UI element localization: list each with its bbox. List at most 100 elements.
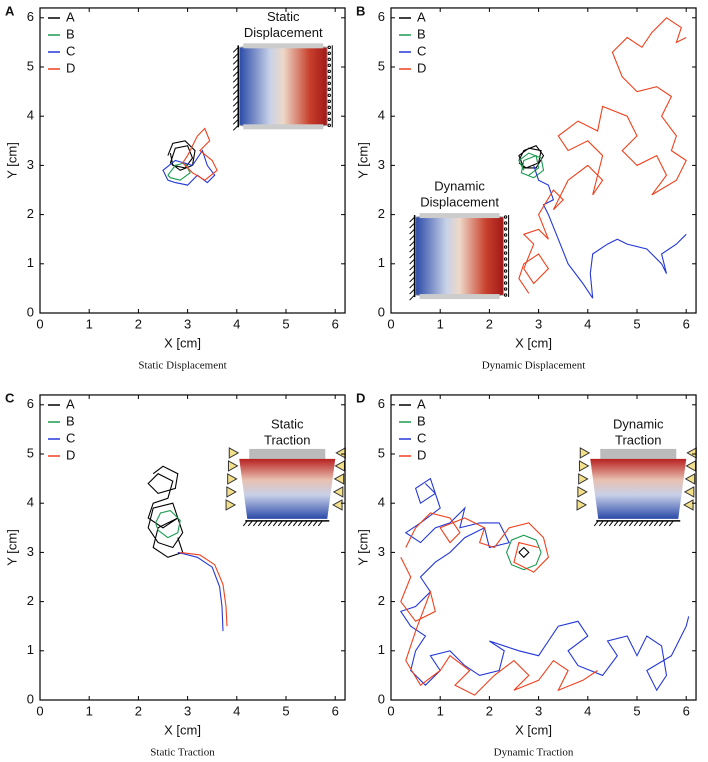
inset-roller <box>503 293 508 297</box>
inset-support <box>577 486 588 498</box>
y-tick-label: 4 <box>27 495 34 510</box>
y-tick-label: 6 <box>27 9 34 24</box>
legend-label: A <box>66 9 75 24</box>
inset-hatch <box>287 520 293 527</box>
legend-label: D <box>66 447 75 462</box>
inset-support <box>332 499 343 511</box>
inset-hatch <box>409 294 415 301</box>
inset-hatch <box>232 64 239 71</box>
inset-support <box>686 447 697 459</box>
inset-hatch <box>232 58 239 65</box>
inset-hatch <box>272 520 278 527</box>
inset-roller <box>327 57 331 62</box>
inset-roller <box>327 123 331 128</box>
y-tick-label: 6 <box>27 396 34 411</box>
y-tick-label: 4 <box>378 495 385 510</box>
trajectory <box>518 145 545 169</box>
y-axis-label: Y [cm] <box>355 142 370 179</box>
y-tick-label: 1 <box>378 255 385 270</box>
x-tick-label: 5 <box>633 316 640 331</box>
x-tick-label: 5 <box>282 703 289 718</box>
inset-title: Dynamic <box>613 416 664 431</box>
inset-cap <box>249 448 326 459</box>
x-tick-label: 0 <box>36 316 43 331</box>
inset-hatch <box>232 94 239 101</box>
x-axis-label: X [cm] <box>164 335 201 350</box>
trajectory <box>399 477 690 692</box>
inset-hatch <box>282 520 288 527</box>
inset-roller <box>327 87 331 92</box>
inset-support <box>684 473 696 485</box>
trajectory <box>162 149 216 186</box>
inset-support <box>226 486 237 498</box>
inset-hatch <box>232 112 239 119</box>
inset-roller <box>503 281 508 285</box>
inset-hatch <box>633 520 639 527</box>
inset-hatch <box>409 258 415 265</box>
plot-frame <box>39 7 346 314</box>
panel-label: B <box>356 3 365 18</box>
inset-hatch <box>247 520 253 527</box>
inset-hatch <box>409 228 415 235</box>
inset-hatch <box>409 246 415 253</box>
x-tick-label: 2 <box>135 703 142 718</box>
inset-support <box>225 499 237 511</box>
inset-title: Displacement <box>244 25 323 40</box>
x-tick-label: 2 <box>486 703 493 718</box>
x-tick-label: 3 <box>535 703 542 718</box>
legend-label: B <box>417 413 426 428</box>
x-tick-label: 6 <box>683 316 690 331</box>
legend-label: A <box>417 9 426 24</box>
x-tick-label: 2 <box>135 316 142 331</box>
inset-roller <box>327 45 331 50</box>
x-tick-label: 5 <box>282 316 289 331</box>
trajectory <box>518 152 545 179</box>
legend-label: C <box>66 430 75 445</box>
inset-cap <box>600 448 677 459</box>
inset-hatch <box>262 520 268 527</box>
trajectory <box>167 162 191 181</box>
inset-roller <box>327 51 331 56</box>
inset-title: Static <box>271 416 304 431</box>
inset-hatch <box>312 520 318 527</box>
x-tick-label: 6 <box>332 703 339 718</box>
trajectory <box>155 509 181 539</box>
inset-roller <box>503 245 508 249</box>
inset-roller <box>327 63 331 68</box>
inset-roller <box>503 287 508 291</box>
legend-label: D <box>417 447 426 462</box>
inset-hatch <box>252 520 258 527</box>
x-axis-label: X [cm] <box>164 722 201 737</box>
inset-hatch <box>409 252 415 259</box>
trajectory <box>506 534 542 571</box>
inset-roller <box>327 93 331 98</box>
x-tick-label: 1 <box>86 703 93 718</box>
y-tick-label: 1 <box>378 642 385 657</box>
legend-label: C <box>417 43 426 58</box>
y-tick-label: 5 <box>378 58 385 73</box>
y-tick-label: 0 <box>378 304 385 319</box>
x-tick-label: 1 <box>437 316 444 331</box>
inset-hatch <box>613 520 619 527</box>
y-axis-label: Y [cm] <box>4 142 19 179</box>
panel-label: D <box>356 390 365 405</box>
inset-hatch <box>409 234 415 241</box>
caption: Dynamic Displacement <box>482 360 586 372</box>
inset-cap <box>243 124 324 130</box>
inset-hatch <box>409 222 415 229</box>
y-tick-label: 5 <box>27 445 34 460</box>
plot-frame <box>390 394 697 701</box>
inset-support <box>578 473 589 485</box>
inset-hatch <box>658 520 664 527</box>
inset-title: Traction <box>264 432 310 447</box>
inset-roller <box>327 81 331 86</box>
inset-hatch <box>232 52 239 59</box>
y-tick-label: 6 <box>378 396 385 411</box>
legend-label: B <box>66 26 75 41</box>
inset-title: Traction <box>615 432 661 447</box>
inset-support <box>578 460 590 472</box>
inset-hatch <box>317 520 323 527</box>
x-tick-label: 3 <box>535 316 542 331</box>
